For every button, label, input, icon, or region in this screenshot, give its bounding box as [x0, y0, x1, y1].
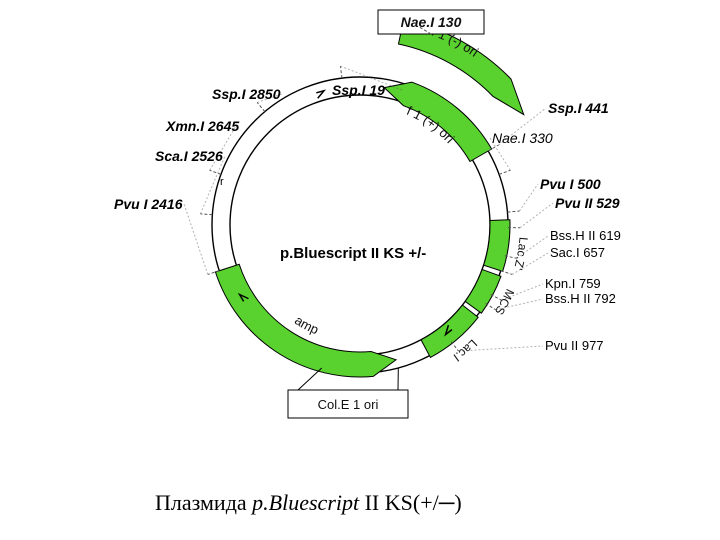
plasmid-map-svg: f 1 (-) oriampf 1 (+) oriLac.Z'MCSLac.IC…: [0, 0, 720, 540]
svg-text:Nae.I 130: Nae.I 130: [401, 14, 462, 30]
restriction-site-label: Pvu II 977: [545, 338, 604, 353]
restriction-site-label: Xmn.I 2645: [166, 118, 239, 134]
restriction-site-label: r: [220, 176, 224, 188]
restriction-site-label: Ssp.I 19: [332, 82, 385, 98]
restriction-site-label: Pvu II 529: [555, 195, 620, 211]
svg-text:Col.E 1 ori: Col.E 1 ori: [318, 397, 379, 412]
restriction-site-label: Bss.H II 792: [545, 291, 616, 306]
restriction-site-label: Ssp.I 2850: [212, 86, 281, 102]
restriction-site-label: Nae.I 330: [492, 130, 553, 146]
restriction-site-label: Sca.I 2526: [155, 148, 223, 164]
restriction-site-label: Bss.H II 619: [550, 228, 621, 243]
restriction-site-label: Sac.I 657: [550, 245, 605, 260]
restriction-site-label: Ssp.I 441: [548, 100, 609, 116]
restriction-site-label: Kpn.I 759: [545, 276, 601, 291]
svg-text:MCS: MCS: [492, 287, 517, 318]
plasmid-center-title: p.Bluescript II KS +/-: [280, 245, 426, 262]
svg-text:Lac.Z': Lac.Z': [511, 236, 530, 271]
restriction-site-label: Pvu I 2416: [114, 196, 183, 212]
plasmid-caption: Плазмида p.Bluescript II KS(+/─): [155, 490, 462, 516]
restriction-site-label: Pvu I 500: [540, 176, 601, 192]
svg-text:amp: amp: [292, 313, 321, 338]
